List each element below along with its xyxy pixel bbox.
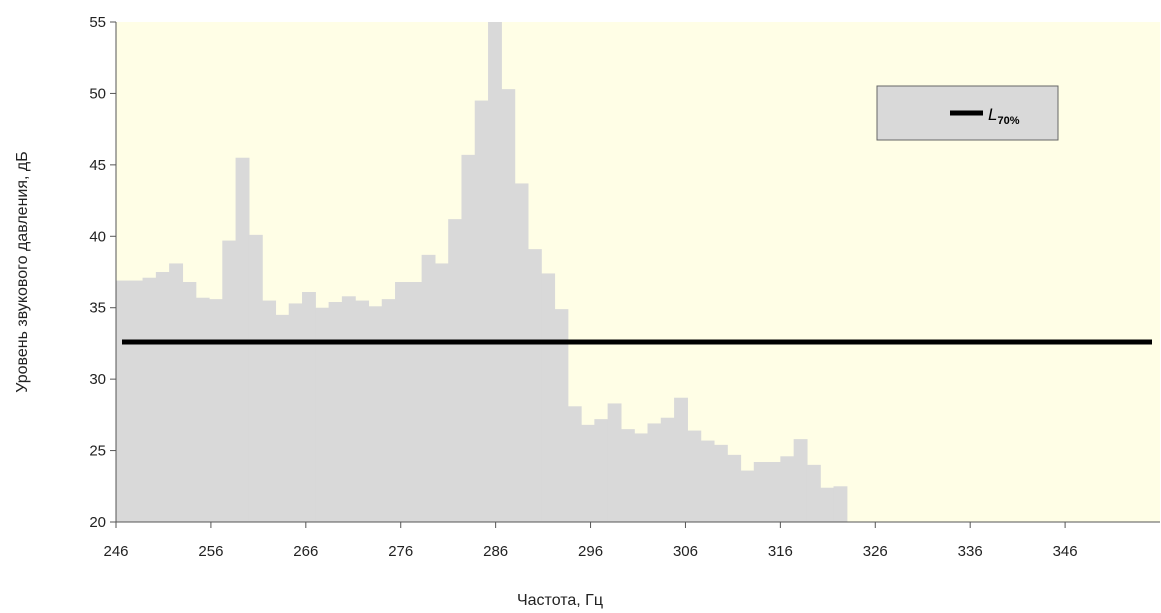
bar <box>567 406 582 522</box>
bar <box>607 403 622 522</box>
bar <box>222 240 237 523</box>
bar <box>820 487 835 522</box>
bar <box>302 292 316 522</box>
legend-label: L70% <box>988 105 1020 127</box>
legend-label-main: L <box>988 105 997 124</box>
bar <box>634 433 649 522</box>
x-tick-label: 286 <box>483 543 508 560</box>
y-tick-label: 20 <box>89 514 106 531</box>
x-tick-label: 266 <box>293 543 318 560</box>
bar <box>408 282 423 522</box>
y-tick-label: 40 <box>89 228 106 245</box>
bar <box>474 100 489 523</box>
bar <box>355 300 370 522</box>
x-ticks: 246 256 266 276 286 296 306 316 326 336 346 <box>103 522 1078 560</box>
bar <box>488 22 502 522</box>
bar <box>594 419 609 522</box>
x-tick-label: 316 <box>768 543 793 560</box>
bar <box>647 423 662 522</box>
bar <box>434 263 449 522</box>
bar <box>674 397 688 522</box>
bar <box>833 486 848 522</box>
y-tick-label: 55 <box>89 14 106 31</box>
bar <box>142 277 157 522</box>
bar <box>767 462 781 522</box>
bar <box>660 417 675 522</box>
bar <box>315 307 330 522</box>
x-tick-label: 296 <box>578 543 603 560</box>
bar <box>116 280 130 522</box>
bar <box>780 456 795 522</box>
bar <box>554 309 569 522</box>
x-tick-label: 326 <box>863 543 888 560</box>
bar <box>262 300 277 522</box>
bar <box>753 462 768 522</box>
bar <box>155 272 170 522</box>
axes <box>115 22 1160 523</box>
bar <box>288 303 303 522</box>
legend-label-subscript: 70% <box>997 115 1019 127</box>
bar <box>806 464 821 522</box>
bar <box>713 444 728 522</box>
bar <box>169 263 184 522</box>
bar <box>129 280 144 522</box>
bar <box>527 249 542 522</box>
bar <box>687 430 702 522</box>
x-tick-label: 346 <box>1053 543 1078 560</box>
bar <box>461 154 476 522</box>
y-tick-label: 50 <box>89 85 106 102</box>
x-tick-label: 336 <box>958 543 983 560</box>
x-tick-label: 246 <box>103 543 128 560</box>
x-tick-label: 256 <box>198 543 223 560</box>
bar <box>421 254 436 522</box>
y-axis-title: Уровень звукового давления, дБ <box>14 151 31 392</box>
bar <box>581 424 595 522</box>
x-tick-label: 306 <box>673 543 698 560</box>
bar <box>620 429 635 522</box>
y-tick-label: 25 <box>89 443 106 460</box>
y-ticks: 20 25 30 35 40 45 50 55 <box>89 14 116 531</box>
bar <box>448 219 463 522</box>
bar <box>501 89 516 523</box>
bar <box>248 234 263 522</box>
bar <box>541 273 556 522</box>
y-tick-label: 45 <box>89 157 106 174</box>
bar <box>793 439 808 522</box>
x-axis-title: Частота, Гц <box>517 592 603 609</box>
x-tick-label: 276 <box>388 543 413 560</box>
bar <box>182 282 197 522</box>
bar <box>740 470 755 522</box>
bar <box>381 299 396 522</box>
bar <box>341 296 356 522</box>
bar <box>328 302 343 522</box>
bar <box>727 454 742 522</box>
bar <box>209 299 223 522</box>
y-tick-label: 35 <box>89 300 106 317</box>
legend: L70% <box>876 85 1059 141</box>
bar <box>275 314 290 522</box>
y-tick-label: 30 <box>89 371 106 388</box>
bar <box>514 183 529 522</box>
bar <box>195 297 210 522</box>
bar <box>368 306 383 522</box>
bar <box>700 440 715 522</box>
bar <box>395 282 409 522</box>
